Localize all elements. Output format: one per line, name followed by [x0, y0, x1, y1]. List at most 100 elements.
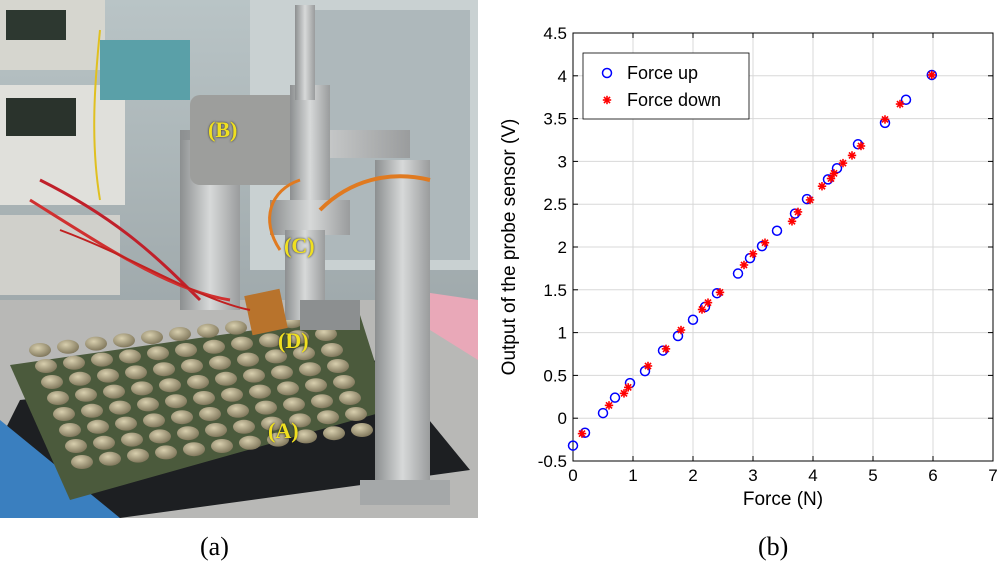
x-tick-label: 1 [628, 466, 637, 485]
force-down-point [829, 169, 839, 178]
tactile-bump [321, 343, 343, 357]
y-tick-label: 1.5 [543, 281, 567, 300]
tactile-bump [47, 391, 69, 405]
tactile-bump [209, 355, 231, 370]
tactile-bump [255, 400, 277, 415]
tactile-bump [295, 429, 317, 444]
legend-marker-force-up [601, 67, 613, 79]
x-tick-label: 4 [808, 466, 817, 485]
tactile-bump [91, 352, 113, 367]
force-down-point [880, 115, 890, 124]
tactile-bump [277, 381, 299, 396]
tactile-bump [29, 343, 51, 357]
force-down-point [643, 361, 653, 371]
tactile-bump [323, 426, 345, 441]
y-tick-label: 1 [558, 324, 567, 343]
tactile-bump [333, 375, 355, 389]
label-A: (A) [268, 418, 299, 443]
y-tick-label: 3 [558, 152, 567, 171]
y-tick-label: -0.5 [538, 452, 567, 471]
y-tick-label: 0 [558, 409, 567, 428]
y-tick-label: 2 [558, 238, 567, 257]
force-down-point [760, 238, 770, 247]
force-up-point [900, 94, 912, 106]
tactile-bump [293, 346, 315, 361]
force-up-point [771, 225, 783, 236]
tactile-bump [183, 442, 205, 457]
force-up-point [687, 314, 699, 326]
force-down-point [787, 217, 797, 226]
force-down-point [577, 429, 587, 438]
tactile-bump [311, 394, 333, 409]
tactile-bump [259, 333, 281, 348]
y-tick-label: 3.5 [543, 110, 567, 129]
tactile-bump [165, 394, 187, 409]
tactile-bump [41, 375, 63, 389]
tactile-bump [57, 339, 79, 354]
tactile-bump [159, 378, 181, 393]
tactile-bump [99, 451, 121, 466]
tactile-bump [187, 375, 209, 389]
tactile-bump [127, 448, 149, 463]
tactile-bump [115, 416, 137, 431]
y-axis-label: Output of the probe sensor (V) [499, 119, 520, 376]
tactile-bump [121, 432, 143, 447]
tactile-bump [81, 403, 103, 418]
legend-label-force-down: Force down [627, 90, 721, 110]
tactile-bump [53, 407, 75, 421]
force-down-point [927, 70, 936, 80]
y-tick-label: 4 [558, 67, 567, 86]
tactile-bump [271, 365, 293, 380]
tactile-bump [203, 339, 225, 354]
tactile-bump [137, 397, 159, 412]
label-D: (D) [278, 328, 309, 353]
caption-a: (a) [200, 532, 229, 561]
force-down-point [748, 249, 758, 259]
tactile-bump [233, 419, 255, 434]
tactile-bump [75, 387, 97, 402]
legend-marker-force-down [602, 95, 612, 105]
tactile-bump [199, 407, 221, 421]
tactile-bump [169, 327, 191, 341]
tactile-bump [237, 352, 259, 367]
x-tick-label: 7 [988, 466, 997, 485]
tactile-bump [97, 368, 119, 383]
force-up-point [567, 440, 579, 451]
tactile-bump [267, 432, 289, 447]
tactile-bump [149, 429, 171, 444]
tactile-bump [205, 423, 227, 437]
force-down-point [817, 182, 827, 191]
force-down-point [793, 207, 803, 217]
tactile-bump [197, 323, 219, 338]
tactile-bump [59, 423, 81, 437]
force-up-point [597, 407, 609, 419]
force-down-point [739, 260, 749, 270]
tactile-bump [231, 336, 253, 351]
tactile-bump [181, 359, 203, 373]
force-down-point [624, 383, 633, 392]
tactile-bump [87, 419, 109, 434]
tactile-bump [35, 359, 57, 373]
x-tick-label: 3 [748, 466, 757, 485]
force-down-point [895, 99, 905, 109]
force-down-point [697, 305, 707, 314]
tactile-bump [227, 403, 249, 418]
force-down-point [805, 195, 815, 205]
y-tick-label: 2.5 [543, 195, 567, 214]
legend-label-force-up: Force up [627, 63, 698, 83]
tactile-bump [211, 439, 233, 453]
label-C: (C) [284, 233, 315, 258]
tactile-bump [239, 435, 261, 450]
tactile-bump [215, 371, 237, 386]
tactile-bump [93, 435, 115, 450]
tactile-bump [113, 333, 135, 348]
tactile-bump [327, 359, 349, 373]
force-down-point [604, 401, 614, 410]
tactile-bump [351, 423, 373, 437]
tactile-bump [261, 416, 283, 431]
x-tick-label: 2 [688, 466, 697, 485]
force-down-point [847, 151, 857, 160]
tactile-bump [141, 330, 163, 345]
force-up-point [672, 330, 684, 342]
force-down-point [703, 298, 713, 307]
